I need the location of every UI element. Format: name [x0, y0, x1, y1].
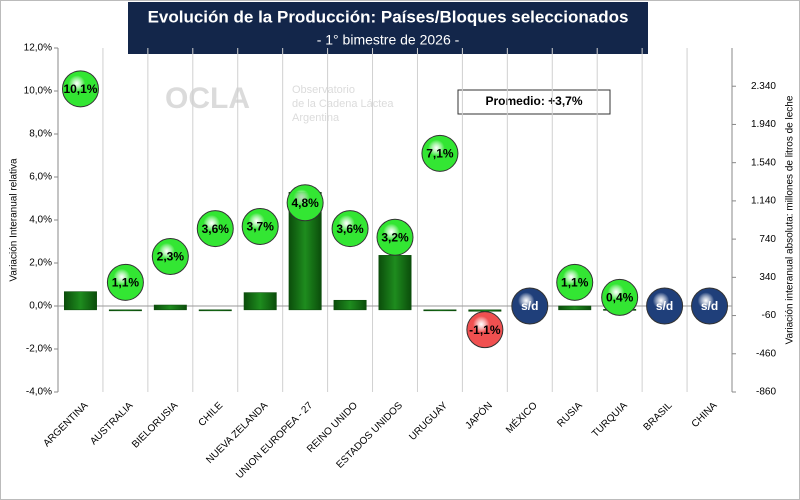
bubble-label: 1,1%	[561, 276, 589, 290]
bubble	[466, 311, 504, 349]
y2-tick-label: -860	[756, 387, 776, 398]
y-tick-label: 6,0%	[29, 172, 52, 183]
y-tick-label: -4,0%	[26, 387, 52, 398]
bubble	[286, 184, 324, 222]
bubble	[421, 134, 459, 172]
bubble-label: s/d	[656, 299, 673, 313]
y-tick-label: 8,0%	[29, 129, 52, 140]
y-tick-label: 0,0%	[29, 301, 52, 312]
title-box	[128, 2, 648, 54]
y2-tick-label: 1.940	[751, 119, 776, 130]
y2-tick-label: 2.340	[751, 81, 776, 92]
bubble-label: 3,7%	[247, 220, 275, 234]
bubble	[106, 263, 144, 301]
watermark: OCLA Observatorio de la Cadena Láctea Ar…	[165, 82, 394, 124]
bubble-label: s/d	[521, 299, 538, 313]
bar	[198, 309, 232, 312]
watermark-line: Argentina	[292, 112, 340, 124]
bubble	[646, 287, 684, 325]
bubble-label: 2,3%	[157, 250, 185, 264]
bubble-label: 3,2%	[381, 230, 409, 244]
y2-tick-label: -60	[762, 310, 777, 321]
bar	[153, 304, 187, 311]
bubble	[151, 238, 189, 276]
bubble-label: 1,1%	[112, 276, 140, 290]
annotation-box	[457, 89, 611, 115]
chart-title: Evolución de la Producción: Países/Bloqu…	[148, 7, 629, 26]
bubble	[241, 207, 279, 245]
bar	[468, 309, 502, 312]
y2-tick-label: 1.140	[751, 196, 776, 207]
bar	[108, 309, 142, 312]
y-axis-label: Variación Interanual relativa	[9, 158, 20, 282]
y2-tick-label: 740	[759, 234, 776, 245]
bar	[243, 292, 277, 311]
y-tick-label: 10,0%	[24, 86, 52, 97]
y2-tick-label: -460	[756, 348, 776, 359]
watermark-brand: OCLA	[165, 82, 250, 115]
bubble-label: s/d	[701, 299, 718, 313]
watermark-line: Observatorio	[292, 84, 355, 96]
bubble	[196, 210, 234, 248]
bar	[63, 291, 97, 311]
bubble	[331, 210, 369, 248]
y2-axis-label: Variación interanual absoluta: millones …	[785, 95, 796, 344]
bubble	[511, 287, 549, 325]
y-tick-label: 2,0%	[29, 258, 52, 269]
watermark-line: de la Cadena Láctea	[292, 98, 394, 110]
bubble	[691, 287, 729, 325]
bubble-label: 10,1%	[63, 82, 97, 96]
bubble	[376, 218, 414, 256]
bar	[378, 255, 412, 311]
bubble-label: 4,8%	[291, 196, 319, 210]
bubble-label: 3,6%	[202, 222, 230, 236]
bubble	[556, 263, 594, 301]
y2-tick-label: 340	[759, 272, 776, 283]
y-tick-label: -2,0%	[26, 344, 52, 355]
y-tick-label: 12,0%	[24, 43, 52, 54]
bubble	[61, 70, 99, 108]
y2-tick-label: 1.540	[751, 157, 776, 168]
bubble	[601, 278, 639, 316]
bar	[558, 305, 592, 311]
bubble-label: 3,6%	[336, 222, 364, 236]
bubble-label: -1,1%	[469, 323, 501, 337]
y-tick-label: 4,0%	[29, 215, 52, 226]
chart-subtitle: - 1° bimestre de 2026 -	[317, 32, 460, 48]
bubble-label: 7,1%	[426, 147, 454, 161]
bubble-label: 0,4%	[606, 291, 634, 305]
annotation: Promedio: +3,7%	[485, 94, 582, 108]
bar	[423, 309, 457, 312]
bar	[333, 299, 367, 311]
